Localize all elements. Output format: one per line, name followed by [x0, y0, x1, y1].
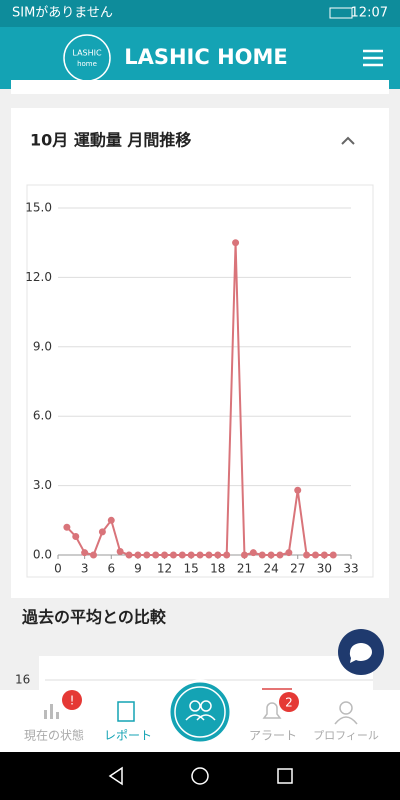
data-point	[134, 551, 142, 559]
data-point	[267, 551, 275, 559]
y-tick-label: 12.0	[25, 270, 52, 284]
data-point	[240, 551, 248, 559]
collapse-toggle[interactable]	[341, 136, 355, 145]
people-icon	[185, 700, 216, 721]
data-point	[187, 551, 195, 559]
app-header	[0, 27, 400, 89]
recents-button[interactable]	[277, 768, 293, 784]
x-tick-label: 33	[343, 562, 358, 576]
back-button[interactable]	[108, 766, 123, 786]
data-point	[294, 486, 302, 494]
profile-icon[interactable]	[334, 701, 358, 725]
data-point	[223, 551, 231, 559]
data-point	[143, 551, 151, 559]
card-title: 10月 運動量 月間推移	[30, 131, 191, 150]
data-point	[90, 551, 98, 559]
data-point	[249, 549, 257, 557]
badge-text: 2	[285, 696, 293, 710]
y-tick-label: 6.0	[33, 409, 52, 423]
x-tick-label: 30	[317, 562, 332, 576]
data-point	[196, 551, 204, 559]
y-tick-label: 3.0	[33, 478, 52, 492]
y-tick-label: 15.0	[25, 201, 52, 215]
data-point	[161, 551, 169, 559]
system-nav	[0, 752, 400, 800]
data-point	[329, 551, 337, 559]
chart-panel	[26, 184, 374, 578]
data-point	[169, 551, 177, 559]
data-point	[81, 549, 89, 557]
home-button[interactable]	[191, 767, 209, 785]
data-point	[116, 548, 124, 556]
y-tick-label: 0.0	[33, 548, 52, 562]
status-icon[interactable]	[44, 704, 59, 719]
logo-bottom: home	[77, 60, 97, 68]
data-point	[152, 551, 160, 559]
x-tick-label: 24	[263, 562, 278, 576]
x-tick-label: 9	[134, 562, 142, 576]
section-title: 過去の平均との比較	[21, 608, 167, 627]
x-tick-label: 3	[81, 562, 89, 576]
data-point	[320, 551, 328, 559]
x-tick-label: 27	[290, 562, 305, 576]
badge-text: !	[70, 694, 75, 708]
nav-label[interactable]: レポート	[104, 729, 152, 743]
badge	[62, 690, 82, 710]
x-tick-label: 6	[107, 562, 115, 576]
data-point	[285, 549, 293, 557]
data-point	[258, 551, 266, 559]
status-bar	[0, 0, 400, 27]
x-tick-label: 21	[237, 562, 252, 576]
chart: 0.0 3.0 6.0 9.0 12.0 15.0 0 3 6 9 12 15 18 21 24 27 30 33	[25, 201, 358, 576]
nav-label[interactable]: 現在の状態	[24, 728, 84, 743]
center-ring	[174, 686, 226, 738]
data-point	[205, 551, 213, 559]
data-point	[311, 551, 319, 559]
battery-icon	[329, 7, 353, 19]
data-point	[178, 551, 186, 559]
nav-label[interactable]: アラート	[249, 729, 297, 743]
data-point	[72, 532, 80, 540]
data-point	[276, 551, 284, 559]
chat-icon	[349, 642, 372, 663]
x-tick-label: 15	[184, 562, 199, 576]
alert-icon[interactable]	[262, 702, 282, 719]
badge	[279, 692, 299, 712]
x-tick-label: 12	[157, 562, 172, 576]
data-point	[107, 516, 115, 524]
menu-button[interactable]	[363, 49, 383, 67]
logo-top: LASHIC	[72, 49, 102, 58]
data-point	[232, 239, 240, 247]
data-point	[214, 551, 222, 559]
time: 12:07	[351, 6, 388, 21]
nav-label[interactable]: プロフィール	[313, 729, 379, 742]
data-point	[98, 528, 106, 536]
y-tick-label: 9.0	[33, 339, 52, 353]
y-tick-label: 16	[15, 673, 30, 687]
previous-card	[11, 80, 389, 94]
report-icon[interactable]	[117, 701, 135, 722]
data-point	[303, 551, 311, 559]
x-tick-label: 18	[210, 562, 225, 576]
x-tick-label: 0	[54, 562, 62, 576]
carrier: SIMがありません	[12, 6, 113, 21]
center-button[interactable]	[167, 679, 233, 745]
app-title: LASHIC HOME	[124, 45, 288, 69]
data-point	[125, 551, 133, 559]
data-point	[63, 523, 71, 531]
